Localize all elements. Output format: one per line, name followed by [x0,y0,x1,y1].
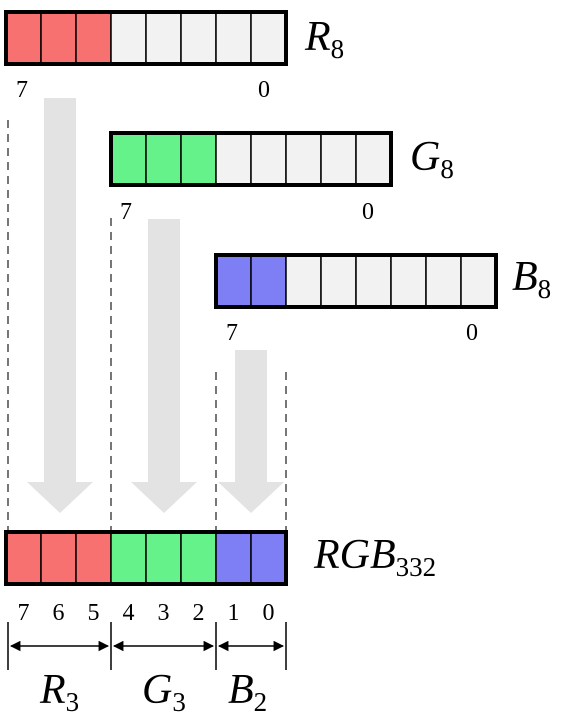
r8-bit-cell [250,11,287,65]
g8-bit-cell [110,132,147,186]
rgb332-bit-label: 2 [193,600,205,626]
rgb332-outline [4,530,288,586]
rgb332-bit-cell [145,531,182,585]
b8-lsb-label: 0 [466,320,478,346]
group-brackets [7,622,287,670]
g8-bit-cell [180,132,217,186]
r3-group-label: R3 [39,667,79,717]
rgb332-bit-cell [110,531,147,585]
g8-lsb-label: 0 [362,199,374,225]
b8-bit-cell [215,254,252,308]
r8-bit-cell [5,11,42,65]
r8-lsb-label: 0 [258,77,270,103]
rgb332-bit-label: 6 [53,600,65,626]
r8-bit-cell [75,11,112,65]
b8-outline [214,253,498,309]
g-transfer-arrow [131,219,197,513]
g8-bit-cell [215,132,252,186]
rgb332-bit-cell [180,531,217,585]
g8-bit-cell [320,132,357,186]
rgb332-bit-cell [40,531,77,585]
r8-bit-cell [40,11,77,65]
b8-bit-cell [285,254,322,308]
rgb332-bit-cell [250,531,287,585]
rgb332-bit-label: 7 [18,600,30,626]
g8-label: G8 [410,134,454,184]
r8-bit-cell [180,11,217,65]
register-b8 [214,253,498,309]
rgb332-label: RGB332 [313,532,436,582]
b8-bit-cell [320,254,357,308]
rgb332-bit-cell [5,531,42,585]
transfer-arrows [27,98,284,513]
register-r8 [4,10,288,66]
rgb332-bit-cell [75,531,112,585]
g8-bit-cell [355,132,392,186]
b8-bit-cell [355,254,392,308]
r8-bit-cell [145,11,182,65]
register-rgb332 [4,530,288,586]
r-transfer-arrow [27,98,93,513]
g8-outline [109,131,393,187]
b8-bit-cell [425,254,462,308]
rgb332-bit-label: 0 [263,600,275,626]
rgb332-bit-label: 3 [158,600,170,626]
g8-bit-cell [250,132,287,186]
r8-label: R8 [304,14,344,64]
r8-outline [4,10,288,66]
rgb332-bit-label: 5 [88,600,100,626]
g3-group-label: G3 [142,667,186,717]
rgb332-bit-label: 4 [123,600,135,626]
b8-label: B8 [512,254,551,304]
r8-bit-cell [215,11,252,65]
b2-group-label: B2 [228,667,267,717]
r8-msb-label: 7 [16,77,28,103]
rgb332-bit-cell [215,531,252,585]
b8-msb-label: 7 [226,320,238,346]
b8-bit-cell [250,254,287,308]
register-g8 [109,131,393,187]
r8-bit-cell [110,11,147,65]
guide-lines [7,120,287,532]
b-transfer-arrow [218,350,284,513]
b8-bit-cell [390,254,427,308]
g8-bit-cell [145,132,182,186]
b8-bit-cell [460,254,497,308]
g8-bit-cell [285,132,322,186]
g8-msb-label: 7 [120,199,132,225]
rgb332-bit-label: 1 [228,600,240,626]
